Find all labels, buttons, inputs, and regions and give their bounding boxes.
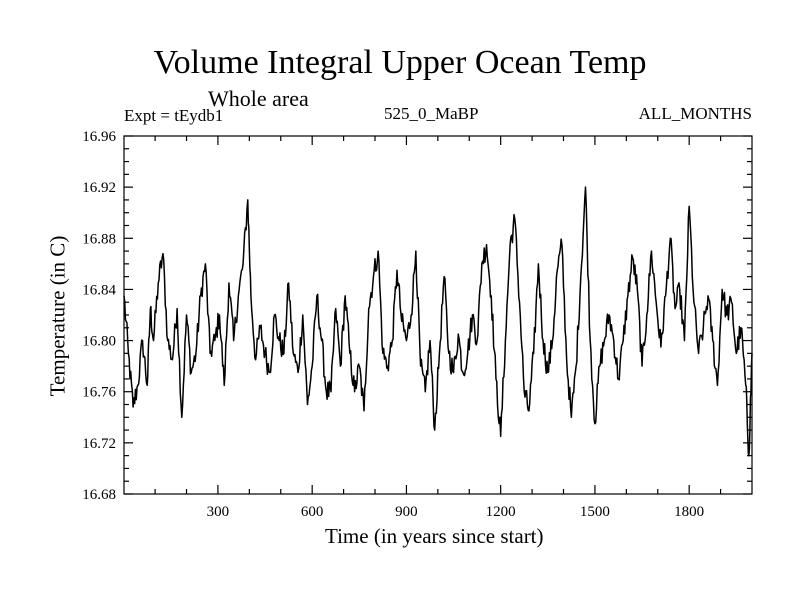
- y-tick-label: 16.76: [82, 385, 116, 401]
- axis-tick-labels: 300 600 900 1200 1500 1800 16.68 16.72 16.76 16.8…: [82, 129, 704, 520]
- y-tick-label: 16.68: [82, 487, 116, 503]
- y-tick-label: 16.72: [82, 436, 116, 452]
- y-tick-label: 16.88: [82, 231, 116, 247]
- x-tick-label: 1500: [580, 504, 610, 520]
- y-tick-label: 16.92: [82, 180, 116, 196]
- run-label: 525_0_MaBP: [384, 104, 479, 123]
- chart-subtitle: Whole area: [208, 86, 309, 111]
- x-tick-label: 900: [395, 504, 418, 520]
- period-label: ALL_MONTHS: [638, 104, 752, 123]
- y-tick-label: 16.96: [82, 129, 116, 145]
- experiment-label: Expt = tEydb1: [124, 106, 224, 125]
- x-tick-label: 1800: [674, 504, 704, 520]
- chart-title: Volume Integral Upper Ocean Temp: [153, 44, 647, 81]
- series-line: [123, 186, 753, 457]
- y-tick-label: 16.80: [82, 334, 116, 350]
- x-tick-label: 600: [301, 504, 324, 520]
- x-axis-label: Time (in years since start): [325, 524, 544, 548]
- x-tick-label: 300: [207, 504, 230, 520]
- x-tick-label: 1200: [486, 504, 516, 520]
- y-tick-label: 16.84: [82, 282, 116, 298]
